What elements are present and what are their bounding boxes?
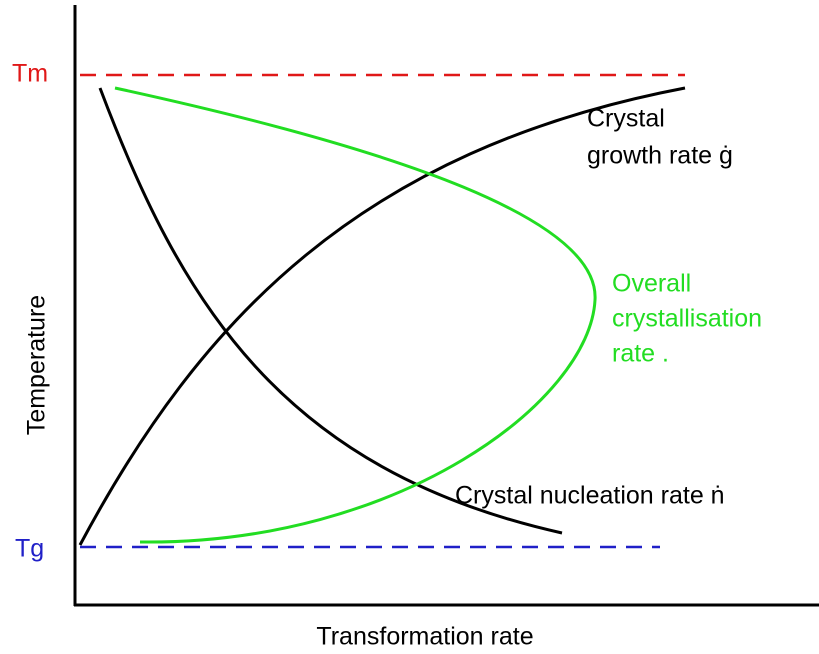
- nucleation-curve: [98, 87, 563, 535]
- growth-curve: [78, 86, 686, 546]
- curve-label: Overall: [612, 270, 691, 298]
- y-axis-label: Temperature: [23, 295, 51, 435]
- curve-label: crystallisation: [612, 305, 762, 333]
- curve-label: growth rate ġ: [587, 142, 733, 170]
- tm-label: Tm: [12, 60, 48, 88]
- x-axis-label: Transformation rate: [316, 623, 533, 651]
- tg-label: Tg: [15, 535, 44, 563]
- curve-label: Crystal: [587, 105, 665, 133]
- curve-label: rate .: [612, 340, 669, 368]
- overall-curve: [114, 86, 597, 544]
- curve-label: Crystal nucleation rate ṅ: [455, 482, 725, 510]
